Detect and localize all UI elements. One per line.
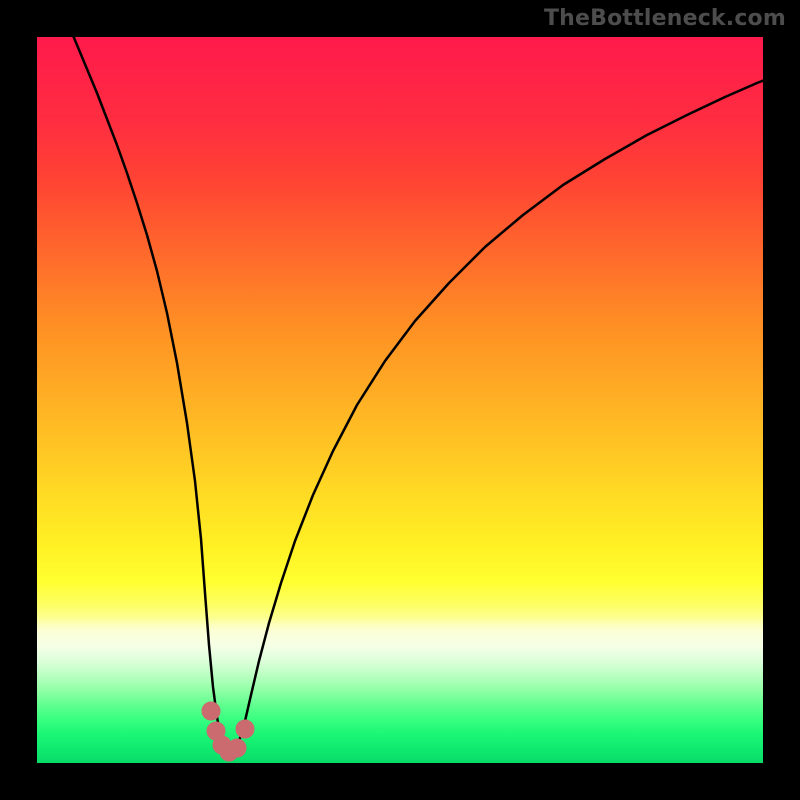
chart-frame: TheBottleneck.com — [0, 0, 800, 800]
bottleneck-curve — [72, 37, 763, 755]
curve-marker — [202, 702, 220, 720]
chart-plot — [37, 37, 763, 763]
chart-inner — [37, 37, 763, 763]
watermark-text: TheBottleneck.com — [544, 6, 786, 31]
curve-marker — [228, 739, 246, 757]
curve-marker — [236, 720, 254, 738]
